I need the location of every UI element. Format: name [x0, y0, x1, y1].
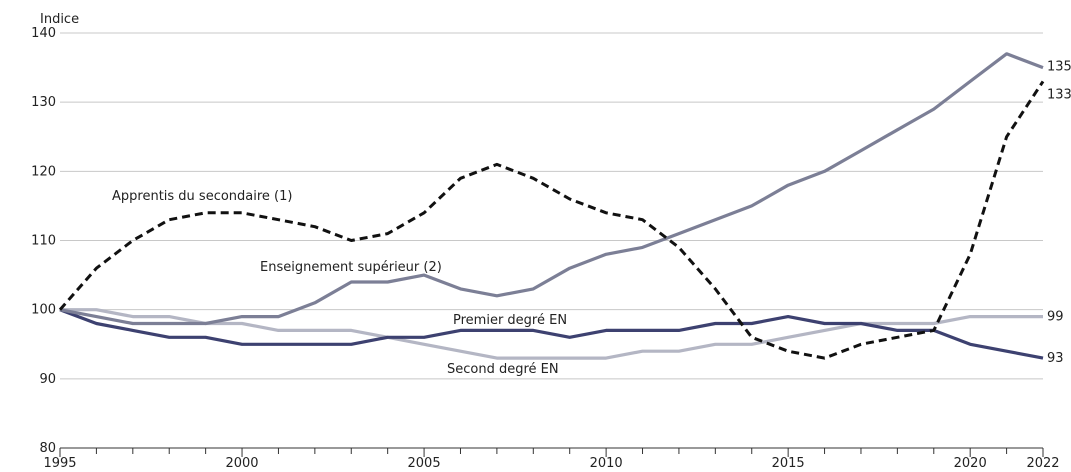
x-tick-2010: 2010 [590, 456, 623, 471]
x-tick-2022: 2022 [1026, 456, 1059, 471]
label-second-degre: Second degré EN [447, 362, 559, 377]
series-lines [58, 52, 1045, 360]
series-line-1 [59, 52, 1044, 326]
x-tick-2005: 2005 [408, 456, 441, 471]
x-tick-2015: 2015 [772, 456, 805, 471]
y-tick-100: 100 [31, 303, 56, 318]
x-axis-ticks: 1995 2000 2005 2010 2015 2020 2022 [43, 448, 1060, 471]
end-label-0: 133 [1047, 87, 1071, 102]
series-line-2 [59, 308, 1044, 360]
series-annotations: Apprentis du secondaire (1) Enseignement… [112, 189, 567, 377]
label-apprentis: Apprentis du secondaire (1) [112, 189, 292, 204]
series-line-0 [58, 80, 1045, 360]
y-tick-90: 90 [39, 372, 56, 387]
label-enseignement-superieur: Enseignement supérieur (2) [260, 260, 442, 275]
y-tick-140: 140 [31, 26, 56, 41]
y-axis-label: Indice [40, 12, 79, 27]
label-premier-degre: Premier degré EN [453, 313, 567, 328]
y-tick-labels: 80 90 100 110 120 130 140 [31, 26, 56, 456]
y-tick-110: 110 [31, 234, 56, 249]
y-tick-120: 120 [31, 164, 56, 179]
end-value-labels: 133 135 93 99 [1047, 60, 1071, 367]
y-tick-130: 130 [31, 95, 56, 110]
end-label-1: 135 [1047, 60, 1071, 75]
series-line-3 [60, 308, 1043, 360]
x-tick-2020: 2020 [954, 456, 987, 471]
x-tick-2000: 2000 [225, 456, 258, 471]
y-tick-80: 80 [39, 441, 56, 456]
x-tick-1995: 1995 [43, 456, 76, 471]
end-label-3: 99 [1047, 310, 1064, 325]
end-label-2: 93 [1047, 351, 1064, 366]
gridlines [60, 32, 1043, 380]
